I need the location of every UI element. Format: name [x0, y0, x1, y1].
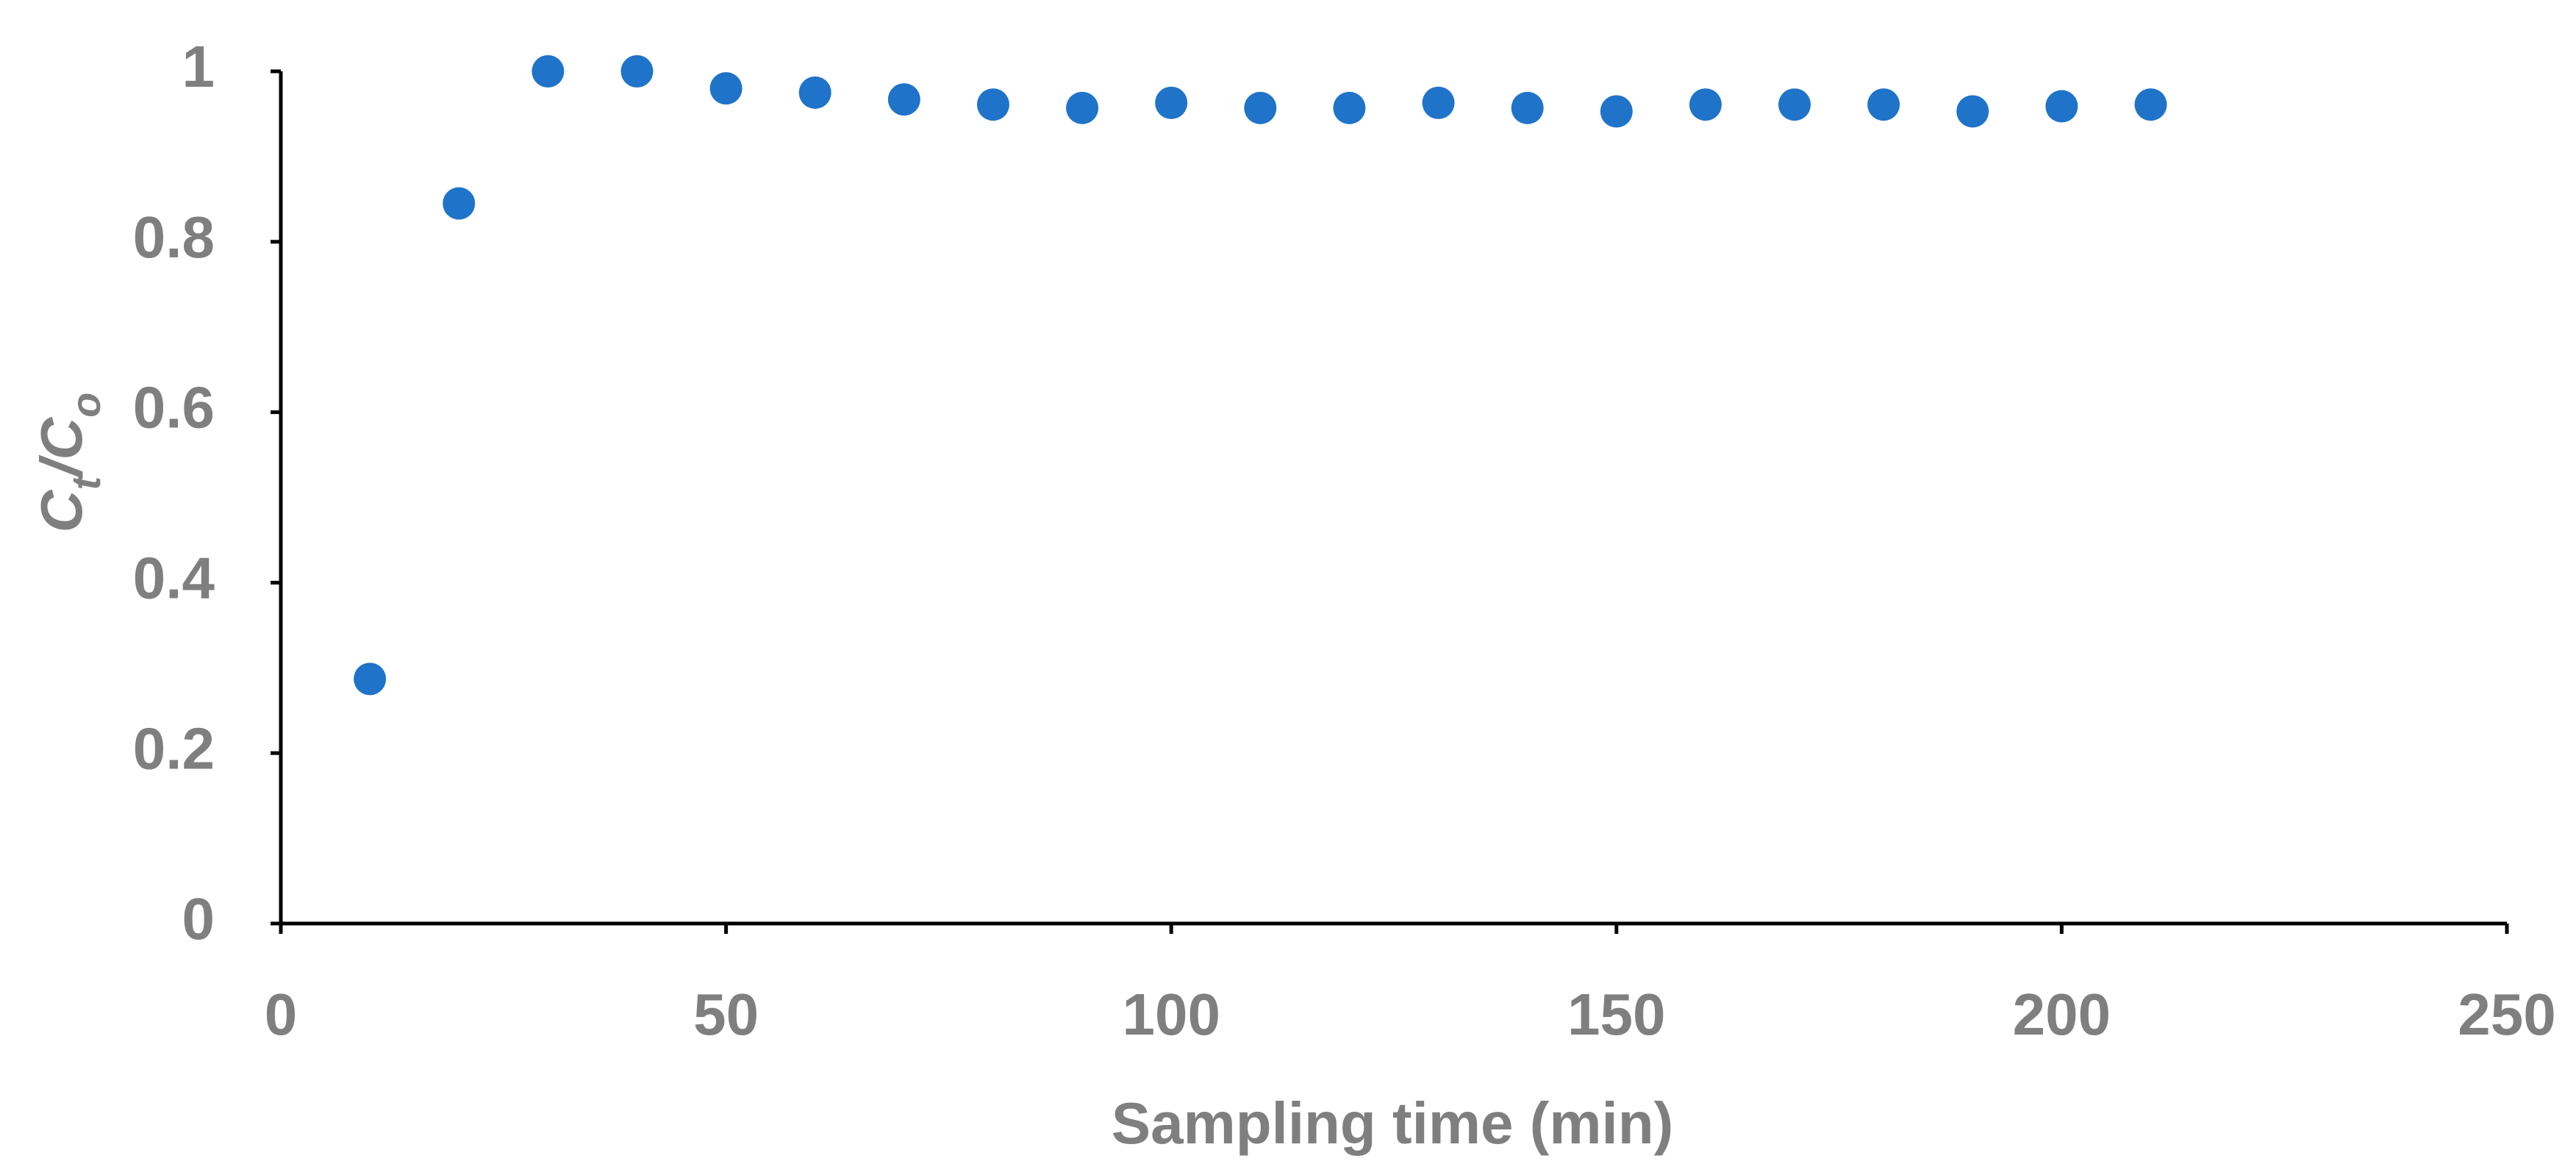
point: [1422, 86, 1455, 119]
x-axis-label: Sampling time (min): [1112, 1090, 1674, 1156]
x-tick-label: 150: [1567, 982, 1665, 1047]
point: [1689, 88, 1722, 121]
point: [2045, 90, 2078, 123]
point: [887, 83, 920, 116]
point: [1511, 91, 1544, 124]
y-tick-label: 1: [182, 34, 215, 99]
point: [2134, 88, 2167, 121]
y-tick-label: 0.4: [133, 546, 215, 611]
point: [1066, 91, 1099, 124]
x-tick-label: 0: [265, 982, 298, 1047]
x-tick-label: 250: [2458, 982, 2555, 1047]
y-tick-label: 0.6: [133, 375, 215, 440]
point: [1956, 95, 1989, 128]
point: [1778, 88, 1811, 121]
y-label-sub: t: [62, 475, 109, 490]
x-tick-label: 100: [1122, 982, 1220, 1047]
point: [976, 88, 1009, 121]
y-label-part: C: [29, 489, 94, 532]
point: [1333, 91, 1366, 124]
x-tick-label: 200: [2013, 982, 2111, 1047]
y-label-part: /C: [29, 417, 94, 479]
point: [709, 72, 743, 105]
point: [1155, 86, 1188, 119]
y-tick-label: 0: [182, 886, 215, 951]
y-axis-label: Ct/Co: [29, 393, 109, 533]
point: [1867, 88, 1900, 121]
y-label-sub: o: [62, 393, 109, 418]
x-tick-label: 50: [693, 982, 759, 1047]
y-tick-label: 0.8: [133, 204, 215, 270]
point: [532, 55, 565, 88]
point: [798, 76, 831, 109]
point: [354, 662, 387, 696]
point: [620, 55, 654, 88]
point: [1244, 91, 1277, 124]
point: [443, 187, 476, 220]
y-tick-label: 0.2: [133, 715, 215, 781]
point: [1600, 95, 1633, 128]
